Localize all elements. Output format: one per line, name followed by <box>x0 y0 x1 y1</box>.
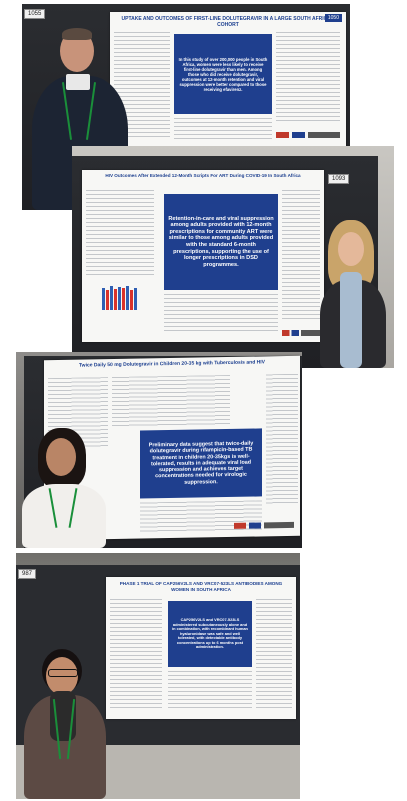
bar-chart <box>102 280 152 310</box>
poster: HIV Outcomes After Extended 12-Month Scr… <box>82 170 324 342</box>
bar <box>118 287 121 310</box>
poster-highlight: In this study of over 200,000 people in … <box>174 34 272 114</box>
bar <box>126 286 129 310</box>
poster-text <box>276 32 340 124</box>
presenter <box>316 220 390 368</box>
presenter-face <box>338 232 364 266</box>
bar <box>110 286 113 310</box>
bar <box>102 288 105 310</box>
presenter-face <box>46 438 76 476</box>
presenter-hair <box>62 28 92 40</box>
bar <box>130 290 133 310</box>
poster-title: HIV Outcomes After Extended 12-Month Scr… <box>92 173 315 179</box>
poster-text <box>86 190 154 276</box>
poster-text <box>112 375 230 427</box>
poster: PHASE 1 TRIAL OF CAP256V2LS AND VRC07-52… <box>106 577 296 719</box>
poster-highlight: Retention-in-care and viral suppression … <box>164 194 278 290</box>
poster-text <box>256 599 292 711</box>
poster: UPTAKE AND OUTCOMES OF FIRST-LINE DOLUTE… <box>110 12 346 148</box>
poster-title: Twice Daily 50 mg Dolutegravir in Childr… <box>54 359 290 369</box>
sponsor-logos <box>282 330 320 336</box>
poster-text <box>266 374 298 505</box>
presenter-collar <box>66 74 90 90</box>
booth-number: 1093 <box>328 174 349 184</box>
presenter-top <box>22 484 106 548</box>
photo-3: Twice Daily 50 mg Dolutegravir in Childr… <box>16 352 302 548</box>
presenter-scarf <box>340 272 362 368</box>
poster-title: UPTAKE AND OUTCOMES OF FIRST-LINE DOLUTE… <box>119 16 336 28</box>
poster-text <box>174 118 272 142</box>
booth-number: 987 <box>18 569 36 579</box>
glasses-icon <box>48 669 78 677</box>
poster-code: 1050 <box>325 14 342 22</box>
presenter <box>18 428 108 548</box>
bar <box>134 288 137 310</box>
sponsor-logos <box>234 522 294 529</box>
photo-2: 1093 HIV Outcomes After Extended 12-Mont… <box>72 146 394 368</box>
poster-highlight: CAP256V2LS and VRC07-523LS administered … <box>168 601 252 667</box>
photo-4: 987 PHASE 1 TRIAL OF CAP256V2LS AND VRC0… <box>16 553 300 799</box>
bar <box>114 289 117 310</box>
presenter <box>20 649 108 799</box>
poster-text <box>282 190 320 320</box>
poster-text <box>168 671 252 711</box>
poster-highlight: Preliminary data suggest that twice-dail… <box>140 428 262 498</box>
poster-text <box>164 294 278 334</box>
sponsor-logos <box>276 132 340 138</box>
poster-title: PHASE 1 TRIAL OF CAP256V2LS AND VRC07-52… <box>114 581 289 593</box>
poster-text <box>110 599 162 711</box>
bar <box>106 290 109 310</box>
booth-number: 1055 <box>24 9 45 19</box>
bar <box>122 288 125 310</box>
